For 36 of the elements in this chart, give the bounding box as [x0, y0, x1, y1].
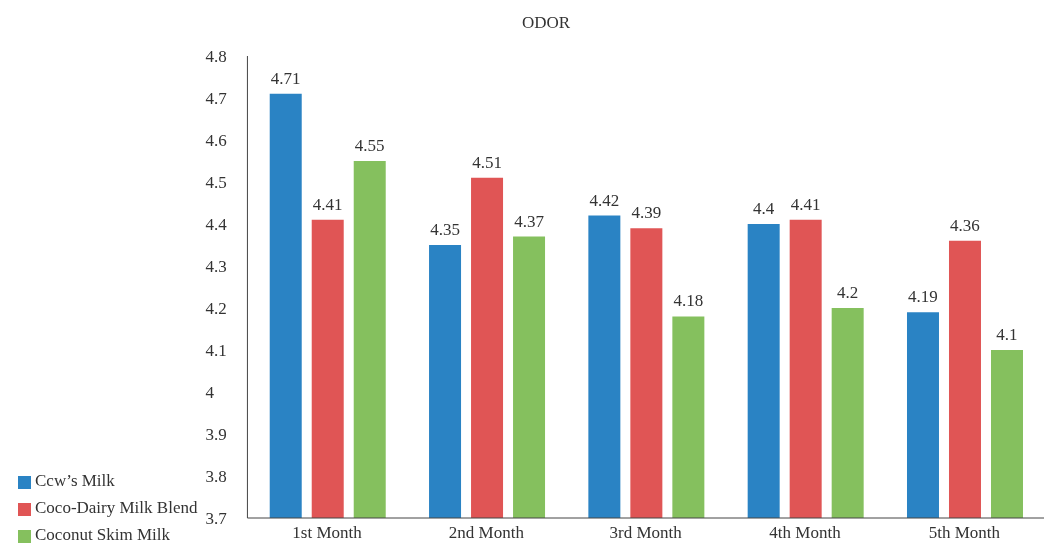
x-tick-label: 3rd Month — [609, 523, 683, 543]
y-tick-label: 4.6 — [205, 131, 227, 151]
data-label: 4.1 — [996, 325, 1018, 344]
data-label: 4.39 — [631, 203, 662, 223]
data-label: 4.71 — [270, 68, 301, 88]
y-tick-label: 4.1 — [205, 341, 227, 361]
y-tick-label: 3.8 — [205, 467, 227, 487]
data-label: 4.41 — [790, 194, 821, 214]
legend-label: Ccw’s Milk — [35, 471, 115, 490]
x-tick-label: 5th Month — [928, 523, 1001, 543]
data-label: 4.19 — [908, 287, 938, 307]
legend-label: Coco-Dairy Milk Blend — [35, 498, 198, 517]
y-tick-label: 4.2 — [205, 299, 227, 319]
y-tick-label: 4.4 — [205, 215, 228, 235]
data-label: 4.42 — [589, 190, 620, 210]
legend-label: Coconut Skim Milk — [35, 525, 171, 544]
y-tick-label: 4 — [205, 383, 215, 403]
y-tick-label: 4.7 — [205, 89, 228, 109]
data-label: 4.51 — [472, 152, 502, 172]
data-label: 4.37 — [514, 211, 545, 231]
y-tick-label: 4.3 — [205, 257, 227, 277]
y-tick-label: 4.5 — [205, 173, 227, 193]
data-label: 4.18 — [673, 291, 704, 311]
data-label: 4.36 — [950, 215, 980, 235]
y-tick-label: 3.9 — [205, 425, 227, 445]
data-label: 4.4 — [753, 199, 775, 218]
y-tick-label: 3.7 — [205, 509, 228, 529]
data-label: 4.2 — [837, 283, 859, 302]
x-tick-label: 1st Month — [292, 523, 363, 543]
x-tick-label: 4th Month — [769, 523, 842, 543]
y-tick-label: 4.8 — [205, 47, 227, 67]
data-label: 4.35 — [430, 220, 460, 239]
chart-title: ODOR — [520, 12, 572, 34]
data-label: 4.41 — [312, 194, 343, 214]
data-label: 4.55 — [354, 136, 385, 155]
x-tick-label: 2nd Month — [448, 523, 525, 543]
